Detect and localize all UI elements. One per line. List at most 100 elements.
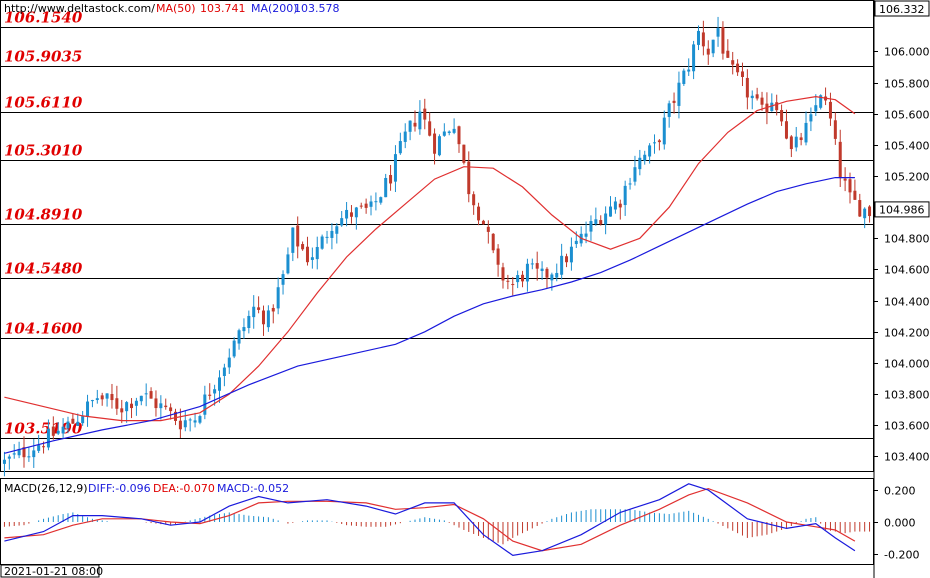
candle-body <box>257 307 261 310</box>
candle-body <box>222 367 226 376</box>
candle-body <box>736 63 740 73</box>
ma200-value: 103.578 <box>294 2 340 15</box>
candle-body <box>193 420 197 423</box>
candle-body <box>115 398 119 409</box>
candle-body <box>413 122 417 127</box>
candle-body <box>447 131 451 133</box>
price-axis: 106.000105.800105.600105.400105.200105.0… <box>874 46 930 464</box>
candle-body <box>198 416 202 423</box>
candle-body <box>95 398 99 401</box>
candle-body <box>760 97 764 105</box>
candle-body <box>530 263 534 265</box>
candle-body <box>384 177 388 198</box>
candle-body <box>252 306 256 318</box>
candle-body <box>247 315 251 329</box>
price-tick-label: 104.400 <box>884 296 930 309</box>
macd-tick-label: 0.000 <box>884 517 916 530</box>
candle-body <box>354 207 358 218</box>
candle-body <box>682 70 686 84</box>
candle-body <box>76 421 80 426</box>
candle-body <box>477 206 481 221</box>
candle-body <box>569 246 573 263</box>
candle-body <box>208 394 212 396</box>
candle-body <box>633 167 637 182</box>
candle-body <box>159 403 163 409</box>
candle-body <box>799 137 803 141</box>
candle-body <box>501 267 505 281</box>
level-label: 105.6110 <box>4 94 83 112</box>
candle-body <box>721 27 725 54</box>
candle-body <box>555 272 559 278</box>
candle-body <box>359 205 363 207</box>
candle-body <box>750 95 754 99</box>
candle-body <box>643 154 647 161</box>
price-tick-label: 103.600 <box>884 420 930 433</box>
candle-body <box>398 141 402 154</box>
candle-body <box>428 121 432 136</box>
candle-body <box>291 227 295 253</box>
candle-body <box>61 426 65 434</box>
level-label: 105.3010 <box>4 142 83 160</box>
candle-body <box>2 459 6 464</box>
candle-body <box>550 274 554 281</box>
candle-body <box>134 400 138 406</box>
candle-body <box>188 419 192 421</box>
ma50-label: MA(50) <box>156 2 196 15</box>
candle-body <box>511 284 515 286</box>
candle-body <box>389 174 393 184</box>
candle-body <box>525 263 529 282</box>
candle-body <box>315 246 319 260</box>
candle-body <box>130 403 134 409</box>
candle-body <box>770 102 774 111</box>
candle-body <box>809 114 813 122</box>
candle-body <box>178 420 182 430</box>
candle-body <box>672 100 676 103</box>
macd-title: MACD(26,12,9) <box>4 482 88 495</box>
level-label: 106.1540 <box>4 9 83 27</box>
current-price-box <box>874 201 930 218</box>
candle-body <box>301 244 305 250</box>
macd-tick-label: -0.200 <box>884 549 919 562</box>
macd-dea: DEA:-0.070 <box>153 482 215 495</box>
candle-body <box>657 140 661 143</box>
candle-body <box>623 185 627 206</box>
candle-body <box>325 236 329 238</box>
candle-body <box>486 226 490 232</box>
top-price-box <box>874 0 930 17</box>
candle-body <box>213 389 217 394</box>
candle-body <box>521 274 525 282</box>
candle-body <box>379 197 383 203</box>
timestamp: 2021-01-21 08:00 <box>4 565 103 578</box>
level-label: 104.5480 <box>4 260 83 278</box>
macd-diff: DIFF:-0.096 <box>88 482 151 495</box>
candle-body <box>86 401 90 417</box>
level-label: 104.8910 <box>4 206 83 224</box>
candle-body <box>863 208 867 219</box>
candle-body <box>335 226 339 234</box>
candle-body <box>261 310 265 325</box>
candle-body <box>775 102 779 111</box>
candle-body <box>574 240 578 245</box>
candle-body <box>814 105 818 112</box>
candle-body <box>374 201 378 203</box>
candle-body <box>345 209 349 219</box>
candle-body <box>467 161 471 195</box>
candle-body <box>613 201 617 210</box>
candle-body <box>340 218 344 226</box>
candle-body <box>848 179 852 193</box>
candle-body <box>858 200 862 217</box>
candle-body <box>589 221 593 232</box>
candle-body <box>784 121 788 139</box>
macd-tick-label: 0.200 <box>884 485 916 498</box>
candle-body <box>584 233 588 237</box>
candle-body <box>169 407 173 412</box>
candle-body <box>535 263 539 269</box>
candle-body <box>662 117 666 145</box>
candle-body <box>423 108 427 120</box>
candle-body <box>667 103 671 117</box>
candle-body <box>804 122 808 143</box>
candle-body <box>393 154 397 182</box>
candle-body <box>687 69 691 72</box>
candle-body <box>472 194 476 206</box>
